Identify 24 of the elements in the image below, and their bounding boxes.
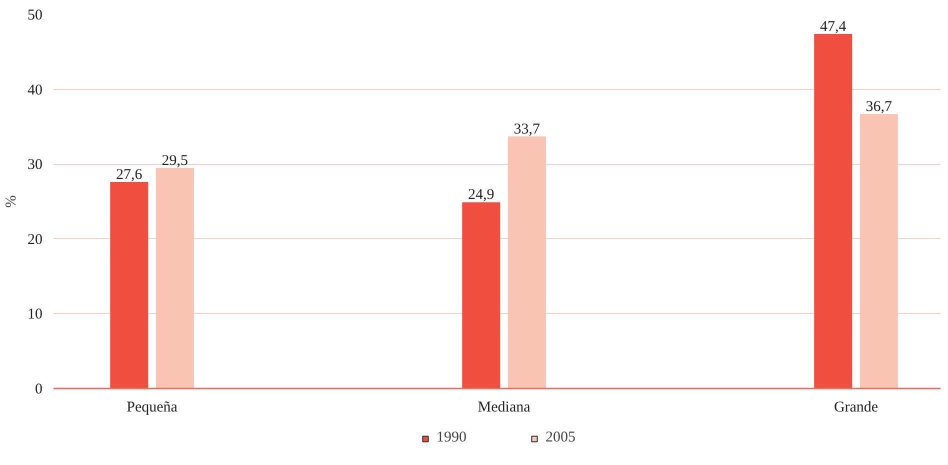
data-label: 47,4 bbox=[820, 18, 847, 35]
y-tick-label: 10 bbox=[28, 306, 42, 323]
y-tick-label: 30 bbox=[28, 157, 42, 174]
y-tick-label: 50 bbox=[28, 8, 42, 24]
y-tick-label: 0 bbox=[35, 382, 42, 398]
data-label: 27,6 bbox=[116, 167, 143, 184]
y-axis-title: % bbox=[4, 195, 20, 208]
bar bbox=[156, 168, 194, 388]
bar bbox=[814, 34, 852, 388]
data-label: 24,9 bbox=[468, 187, 494, 204]
x-tick-label: Pequeña bbox=[126, 400, 178, 416]
y-tick-label: 40 bbox=[28, 82, 42, 98]
bar bbox=[462, 202, 500, 388]
x-tick-label: Mediana bbox=[478, 400, 531, 416]
data-label: 29,5 bbox=[162, 152, 188, 169]
bar bbox=[110, 182, 148, 388]
y-tick-label: 20 bbox=[28, 232, 42, 248]
legend-label: 1990 bbox=[436, 430, 466, 446]
legend-label: 2005 bbox=[546, 430, 576, 446]
bar bbox=[860, 114, 898, 388]
data-label: 36,7 bbox=[866, 98, 893, 115]
x-tick-label: Grande bbox=[834, 400, 878, 416]
data-label: 33,7 bbox=[514, 121, 541, 138]
bar bbox=[508, 136, 546, 388]
